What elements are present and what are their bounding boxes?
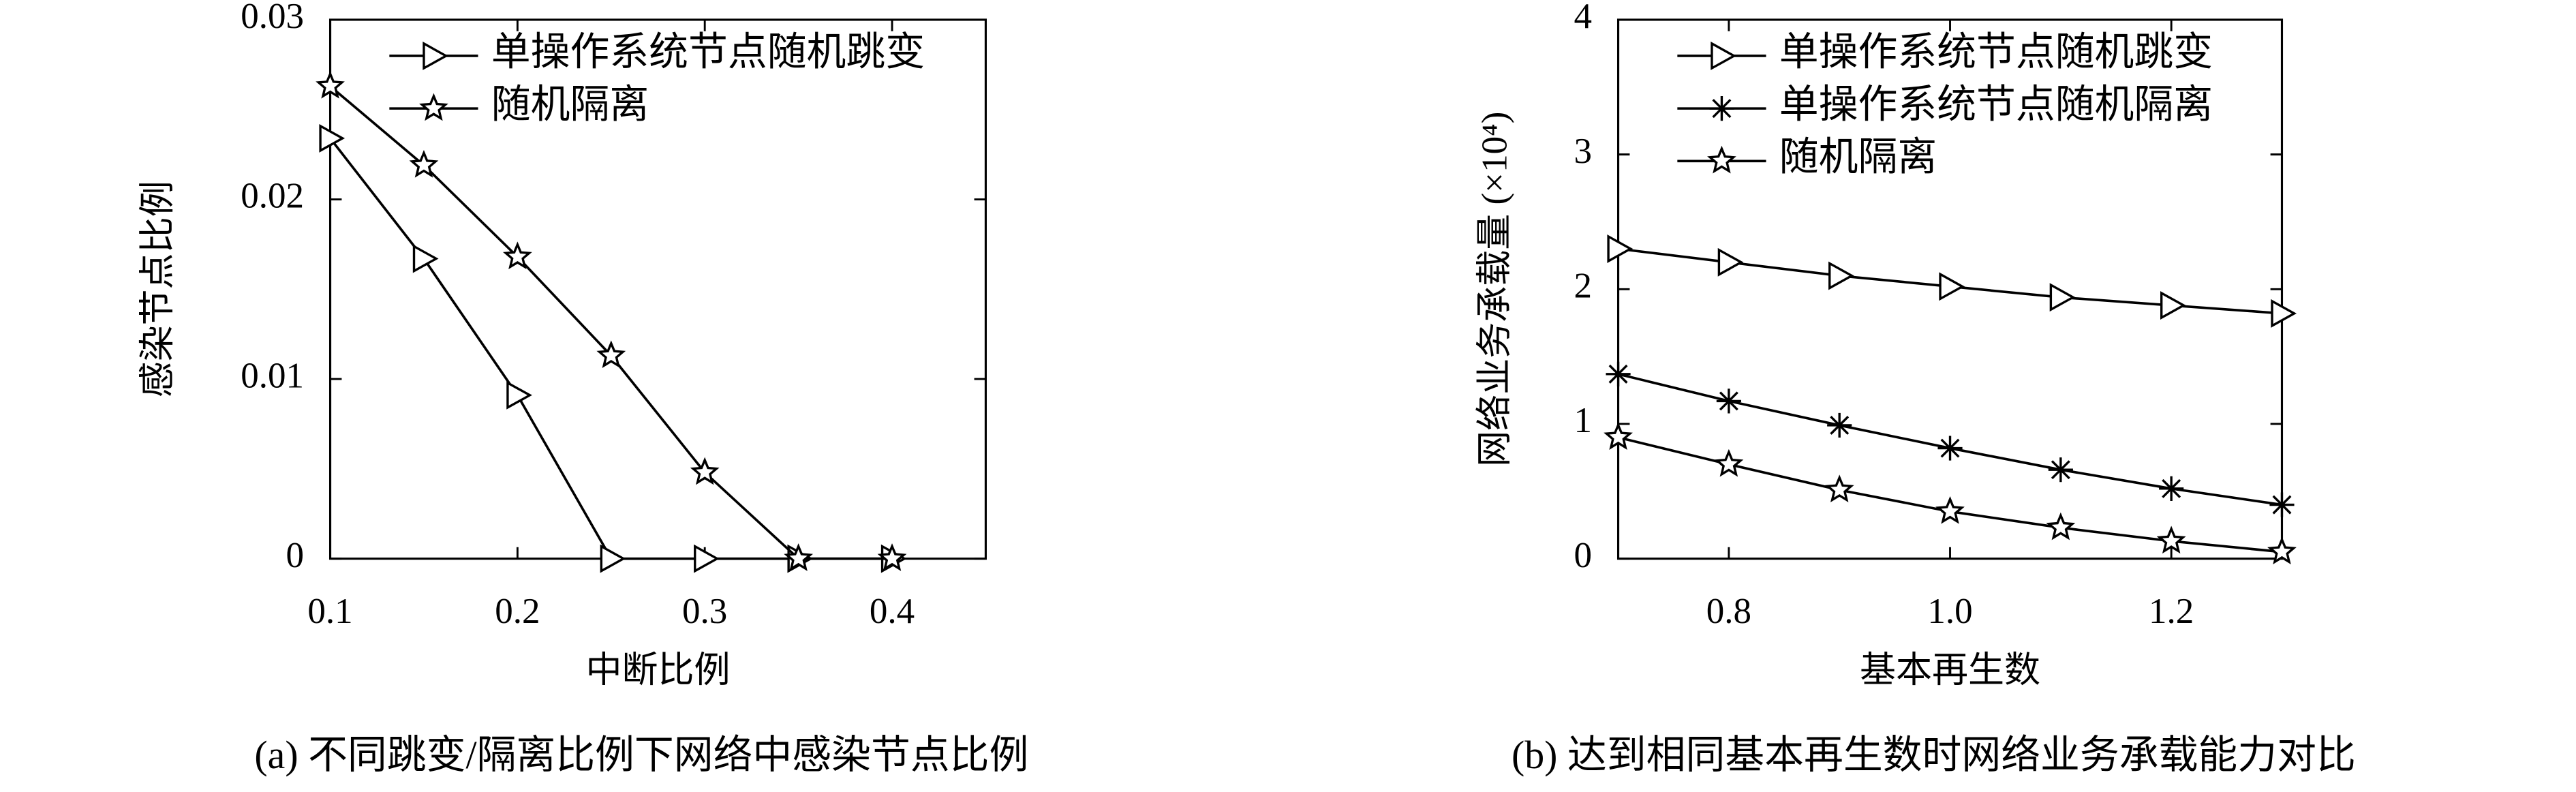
panel: 0.1 0.2 0.3 0.4 0 0.01 0.02 0.03 中断比例 感染节点比例 (a) 不… [138,0,1028,777]
y-tick-label: 3 [1574,132,1592,171]
data-point [1604,422,1633,450]
data-point [600,544,626,573]
legend-label: 随机隔离 [1779,135,1937,179]
series-line [329,85,893,560]
data-point [1827,412,1852,438]
y-tick-label: 1 [1574,401,1592,440]
data-point [784,543,813,571]
legend-marker [1707,145,1736,174]
data-point [1824,474,1854,503]
y-tick-label: 2 [1574,266,1592,305]
legend-label: 单操作系统节点随机隔离 [1779,82,2213,126]
x-tick-label: 0.4 [870,592,915,631]
legend-marker [419,93,448,121]
y-axis-label: 感染节点比例 [138,181,177,397]
x-tick-label: 0.2 [495,592,540,631]
data-point [690,457,720,485]
y-tick-label: 4 [1574,0,1592,36]
data-point [319,123,346,153]
data-point [506,380,532,410]
axis-frame [328,18,987,560]
data-point [1939,272,1965,301]
y-tick-label: 0.02 [241,177,304,216]
y-tick-label: 0.03 [241,0,304,36]
legend-label: 单操作系统节点随机跳变 [1779,29,2213,74]
x-tick-label: 1.0 [1927,592,1972,631]
data-point [1714,448,1744,477]
data-point [2269,492,2295,517]
data-point [1607,234,1634,263]
data-point [2160,291,2186,320]
data-point [1606,361,1631,386]
panel: 0.8 1.0 1.2 0 1 2 3 4 基本再生数 网络业务承载量 (×10⁴) (b) 达到相… [1475,0,2356,777]
data-point [596,340,626,369]
y-tick-label: 0.01 [241,356,304,395]
legend-label: 单操作系统节点随机跳变 [491,29,925,74]
caption: (a) 不同跳变/隔离比例下网络中感染节点比例 [254,733,1028,777]
data-point [877,543,907,571]
x-tick-label: 1.2 [2149,592,2194,631]
x-tick-label: 0.3 [682,592,727,631]
legend-marker [1709,96,1734,121]
data-point [409,149,439,178]
data-point [2049,283,2076,312]
data-point [2267,536,2297,564]
data-point [2048,457,2073,483]
y-axis-label: 网络业务承载量 (×10⁴) [1475,112,1515,467]
data-point [1716,389,1741,414]
caption: (b) 达到相同基本再生数时网络业务承载能力对比 [1512,733,2356,777]
data-point [1935,496,1965,524]
legend-marker [1711,42,1736,70]
data-point [1717,247,1744,277]
x-axis-label: 基本再生数 [1860,651,2040,690]
y-tick-label: 0 [286,536,304,575]
data-point [1828,261,1854,290]
data-point [2156,526,2186,554]
data-point [316,70,345,99]
x-tick-label: 0.1 [307,592,352,631]
x-axis-label: 中断比例 [585,651,730,690]
legend-label: 随机隔离 [491,82,649,126]
data-point [2271,299,2297,328]
data-point [2159,476,2184,501]
data-point [2046,512,2076,540]
data-point [694,544,720,573]
data-point [503,241,532,270]
x-tick-label: 0.8 [1706,592,1751,631]
y-tick-label: 0 [1574,536,1592,575]
data-point [412,244,439,273]
legend-marker [423,42,448,70]
data-point [1937,436,1963,461]
